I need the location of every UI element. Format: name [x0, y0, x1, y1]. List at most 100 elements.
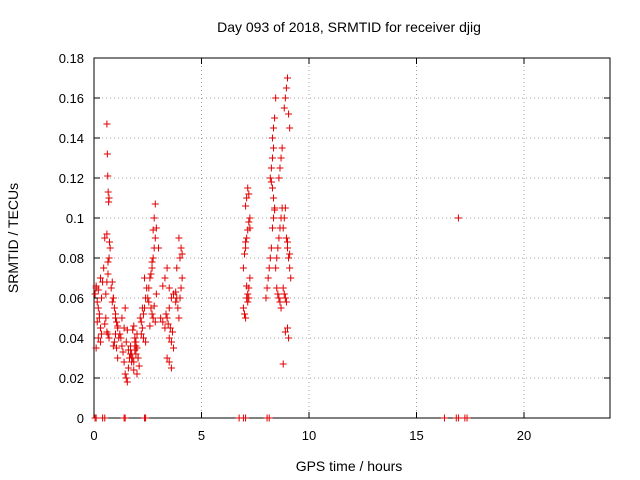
- data-point: [287, 274, 295, 282]
- data-point: [94, 334, 102, 342]
- data-point: [124, 346, 132, 354]
- data-point: [107, 284, 115, 292]
- data-point: [103, 150, 111, 158]
- data-point: [270, 124, 278, 132]
- x-tick-label: 20: [517, 428, 531, 443]
- data-point: [285, 254, 293, 262]
- data-point: [136, 314, 144, 322]
- y-tick-label: 0.06: [59, 291, 84, 306]
- data-point: [118, 342, 126, 350]
- data-point: [241, 250, 248, 258]
- data-point: [130, 366, 138, 374]
- data-point: [102, 314, 110, 322]
- y-tick-label: 0.12: [59, 171, 84, 186]
- data-point: [105, 334, 113, 342]
- data-point: [110, 338, 118, 346]
- data-point: [133, 370, 141, 378]
- data-point: [135, 362, 143, 370]
- data-point: [124, 364, 132, 372]
- data-point: [148, 310, 156, 318]
- data-point: [92, 282, 100, 290]
- data-point: [265, 414, 273, 422]
- y-tick-label: 0.16: [59, 91, 84, 106]
- data-point: [152, 290, 160, 298]
- data-point: [94, 304, 102, 312]
- data-point: [241, 310, 248, 318]
- data-point: [279, 224, 287, 232]
- data-point: [172, 298, 180, 306]
- data-point: [263, 284, 271, 292]
- data-point: [149, 314, 157, 322]
- y-tick-label: 0.02: [59, 371, 84, 386]
- data-point: [174, 304, 182, 312]
- y-tick-label: 0.08: [59, 251, 84, 266]
- data-point: [113, 318, 121, 326]
- data-point: [242, 314, 250, 322]
- data-point: [130, 322, 138, 330]
- data-point: [101, 234, 109, 242]
- data-point: [164, 320, 172, 328]
- data-point: [96, 324, 104, 332]
- data-point: [93, 298, 101, 306]
- axis-ticks: 0 0.02 0.04 0.06 0.08 0.1 0.12 0.14 0.16 0.18 0 5 10…: [59, 51, 610, 443]
- data-point: [239, 304, 247, 312]
- data-point: [159, 318, 167, 326]
- data-point: [161, 274, 169, 282]
- data-point: [281, 204, 289, 212]
- data-point: [128, 358, 136, 366]
- data-point: [282, 234, 290, 242]
- y-axis-label: SRMTID / TECUs: [5, 183, 21, 293]
- data-point: [96, 274, 104, 282]
- data-point: [279, 360, 287, 368]
- data-point: [281, 94, 289, 102]
- data-point: [285, 110, 293, 118]
- data-point: [104, 330, 112, 338]
- data-point: [93, 318, 101, 326]
- data-point: [281, 328, 289, 336]
- data-point: [122, 338, 130, 346]
- data-point: [168, 328, 176, 336]
- data-point: [166, 324, 174, 332]
- data-point: [243, 194, 251, 202]
- data-point: [146, 322, 154, 330]
- data-point: [268, 184, 276, 192]
- data-point: [122, 374, 130, 382]
- data-point: [114, 322, 122, 330]
- data-point: [246, 274, 254, 282]
- data-point: [268, 224, 276, 232]
- data-point: [149, 254, 157, 262]
- data-point: [270, 214, 278, 222]
- y-tick-label: 0.1: [66, 211, 84, 226]
- data-point: [120, 358, 128, 366]
- chart-title: Day 093 of 2018, SRMTID for receiver dji…: [217, 19, 481, 35]
- data-point: [157, 314, 165, 322]
- data-point: [131, 338, 139, 346]
- data-point: [101, 320, 109, 328]
- data-point: [244, 290, 252, 298]
- data-point: [272, 94, 280, 102]
- data-point: [139, 310, 147, 318]
- data-point: [175, 314, 183, 322]
- data-point: [159, 282, 167, 290]
- data-point: [268, 134, 276, 142]
- data-point: [286, 264, 294, 272]
- data-point: [270, 144, 278, 152]
- data-point: [150, 302, 158, 310]
- data-point: [176, 294, 184, 302]
- data-point: [121, 370, 129, 378]
- data-point: [149, 226, 157, 234]
- data-point: [145, 298, 153, 306]
- y-tick-label: 0: [77, 411, 84, 426]
- data-point: [242, 238, 250, 246]
- data-point: [102, 290, 110, 298]
- data-point: [151, 318, 159, 326]
- data-point: [137, 318, 145, 326]
- data-point: [123, 378, 131, 386]
- y-tick-label: 0.18: [59, 51, 84, 66]
- data-point: [105, 254, 113, 262]
- data-point: [286, 250, 294, 258]
- data-point: [242, 202, 250, 210]
- data-point: [243, 282, 251, 290]
- data-point: [285, 334, 293, 342]
